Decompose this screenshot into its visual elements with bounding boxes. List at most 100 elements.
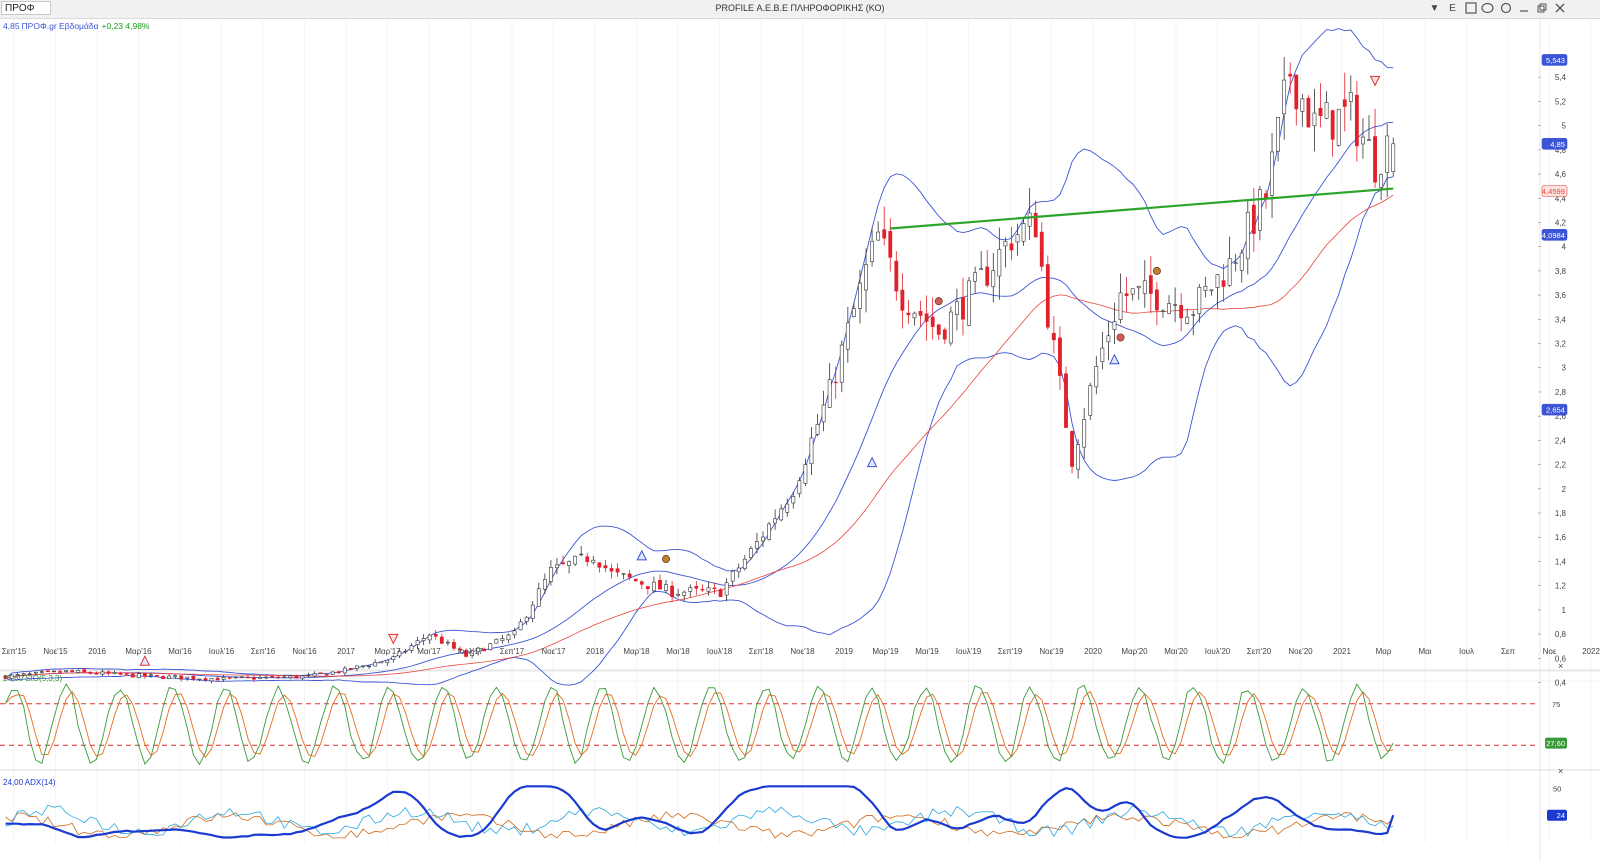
- chart-type-icon[interactable]: [1481, 2, 1494, 15]
- candle: [1076, 439, 1081, 479]
- event-dot-marker[interactable]: [934, 297, 943, 306]
- candle: [548, 560, 553, 586]
- chart-area[interactable]: 0,4 0,6 0,8 1 1,2 1,4 1,6 1,8 2 2,2 2,4 2,6 2,8 3 3,2 3…: [0, 18, 1600, 861]
- candle: [494, 638, 499, 644]
- candle: [379, 661, 384, 664]
- dropdown-icon[interactable]: ▼: [1429, 3, 1440, 14]
- y-tick-label: 3,8: [1555, 267, 1567, 276]
- layout-icon[interactable]: [1464, 2, 1477, 15]
- settings-icon[interactable]: [1499, 2, 1512, 15]
- x-tick-label: Ιουλ'17: [458, 647, 484, 656]
- x-tick-label: Σεπ: [1501, 647, 1516, 656]
- candle: [712, 582, 717, 595]
- candle: [1385, 123, 1390, 198]
- candle: [1282, 57, 1287, 140]
- candle: [1094, 355, 1099, 395]
- candle: [185, 676, 190, 681]
- candle: [58, 668, 62, 675]
- x-tick-label: Σεπ'17: [500, 647, 525, 656]
- candle: [536, 582, 541, 607]
- candle: [1033, 200, 1038, 238]
- candle: [579, 545, 584, 557]
- candle: [1112, 302, 1117, 345]
- event-dot-marker[interactable]: [662, 555, 671, 564]
- candle: [682, 590, 687, 602]
- close-icon[interactable]: [1553, 2, 1566, 15]
- event-dot-marker[interactable]: [1116, 333, 1125, 342]
- candle: [470, 649, 475, 659]
- x-tick-label: 2022: [1582, 647, 1600, 656]
- candle: [1015, 223, 1020, 256]
- x-tick-label: Νοε'19: [1039, 647, 1064, 656]
- y-tick-label: 0,4: [1555, 679, 1567, 688]
- candle: [336, 670, 341, 675]
- candle: [39, 669, 44, 674]
- candle: [700, 584, 705, 592]
- e-button[interactable]: E: [1449, 3, 1456, 14]
- stoch-panel-label: 27,60 StO(5,3,3): [3, 674, 62, 683]
- candle: [652, 576, 656, 594]
- candle: [694, 581, 699, 595]
- x-tick-label: Νοε: [1543, 647, 1557, 656]
- y-tick-label: 3,6: [1555, 291, 1567, 300]
- candle: [1058, 326, 1062, 390]
- value-badge: 5,543: [1541, 54, 1568, 66]
- candle: [361, 665, 365, 669]
- restore-icon[interactable]: [1535, 2, 1548, 15]
- candle: [264, 675, 268, 680]
- candle: [730, 569, 735, 586]
- candle: [239, 675, 244, 679]
- signal-up-marker[interactable]: [866, 456, 878, 468]
- candle: [1148, 255, 1153, 314]
- candle: [276, 675, 281, 679]
- signal-down-marker[interactable]: [388, 633, 399, 645]
- signal-up-marker[interactable]: [1109, 353, 1120, 365]
- candle: [1391, 137, 1396, 177]
- x-tick-label: Ιουλ'18: [707, 647, 733, 656]
- candle: [427, 633, 432, 645]
- candle: [567, 560, 571, 574]
- candle: [1361, 118, 1365, 159]
- candle: [603, 559, 608, 573]
- candle: [518, 618, 523, 631]
- close-icon[interactable]: ×: [1558, 766, 1563, 776]
- x-tick-label: Μαι'17: [417, 647, 441, 656]
- y-tick-label: 1,6: [1555, 533, 1567, 542]
- candle: [670, 580, 675, 602]
- candle: [985, 249, 990, 288]
- value-badge-label: 4,4599: [1542, 187, 1565, 196]
- candle: [464, 648, 468, 658]
- x-tick-label: Ιουλ: [1459, 647, 1474, 656]
- candle: [1070, 430, 1074, 474]
- candle: [627, 569, 632, 581]
- x-tick-label: Μαρ'18: [623, 647, 650, 656]
- event-dot-marker[interactable]: [1152, 266, 1161, 275]
- candle: [1330, 109, 1335, 157]
- candle: [1203, 276, 1208, 298]
- candle: [258, 674, 262, 680]
- title-bar: ΠΡΟΦ PROFILE Α.Ε.Β.Ε ΠΛΗΡΟΦΟΡΙΚΗΣ (ΚΟ) ▼…: [0, 0, 1600, 19]
- signal-up-marker[interactable]: [139, 655, 151, 666]
- candle: [524, 615, 529, 625]
- x-tick-label: Νοε'15: [43, 647, 68, 656]
- bollinger-upper-line: [5, 28, 1394, 679]
- x-tick-label: Μαρ'16: [125, 647, 152, 656]
- candle: [324, 673, 329, 676]
- candle: [1318, 83, 1323, 128]
- x-tick-label: Μαρ: [1376, 647, 1392, 656]
- candle: [167, 674, 172, 680]
- candle: [561, 555, 565, 566]
- support-trendline[interactable]: [890, 187, 1394, 230]
- candle: [688, 584, 693, 598]
- signal-down-marker[interactable]: [1369, 75, 1381, 87]
- candle: [355, 665, 359, 672]
- minimize-icon[interactable]: [1517, 2, 1530, 15]
- signal-up-marker[interactable]: [636, 549, 648, 561]
- candle: [149, 672, 153, 679]
- candle: [724, 578, 729, 602]
- candle: [1039, 222, 1044, 272]
- candle: [1342, 72, 1347, 132]
- candle: [1185, 308, 1190, 325]
- close-icon[interactable]: ×: [1558, 661, 1563, 671]
- symbol-input[interactable]: ΠΡΟΦ: [1, 1, 51, 15]
